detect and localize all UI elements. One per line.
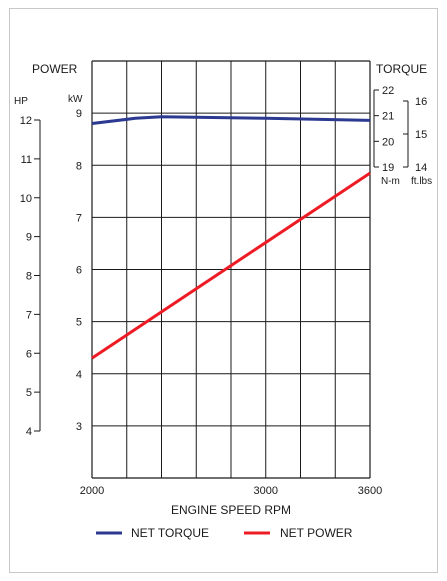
x-axis-label: ENGINE SPEED RPM [171, 503, 291, 517]
hp-tick-label: 10 [20, 193, 32, 205]
nm-tick-label: 21 [382, 111, 394, 123]
nm-tick-label: 20 [382, 136, 394, 148]
hp-tick-label: 11 [21, 154, 32, 166]
kw-tick-label: 9 [76, 108, 82, 120]
x-tick-label: 3000 [254, 485, 278, 497]
hp-tick-label: 7 [26, 309, 32, 321]
kw-tick-label: 8 [76, 160, 82, 172]
kw-tick-label: 4 [76, 369, 82, 381]
ftlbs-tick-label: 14 [415, 162, 427, 174]
hp-tick-label: 12 [20, 115, 32, 127]
x-tick-label: 3600 [358, 485, 382, 497]
chart-frame [9, 8, 438, 573]
nm-unit-label: N-m [381, 176, 400, 187]
hp-tick-label: 6 [26, 348, 32, 360]
kw-tick-label: 5 [76, 317, 82, 329]
legend-label-net-power: NET POWER [280, 526, 353, 540]
legend-label-net-torque: NET TORQUE [131, 526, 209, 540]
kw-tick-label: 7 [76, 212, 82, 224]
hp-tick-label: 9 [26, 232, 32, 244]
hp-tick-label: 5 [26, 387, 32, 399]
x-tick-label: 2000 [80, 485, 104, 497]
hp-tick-label: 8 [26, 271, 32, 283]
power-axis-title: POWER [32, 62, 78, 76]
kw-tick-label: 6 [76, 265, 82, 277]
hp-unit-label: HP [14, 96, 28, 107]
ftlbs-tick-label: 15 [415, 129, 427, 141]
kw-unit-label: kW [68, 94, 83, 105]
nm-tick-label: 22 [382, 85, 394, 97]
torque-axis-title: TORQUE [376, 62, 427, 76]
net-power-line [91, 171, 371, 360]
ftlbs-unit-label: ft.lbs [411, 176, 432, 187]
net-torque-line [91, 115, 371, 125]
hp-tick-label: 4 [26, 426, 32, 438]
ftlbs-tick-label: 16 [415, 96, 427, 108]
kw-tick-label: 3 [76, 421, 82, 433]
nm-tick-label: 19 [382, 162, 394, 174]
